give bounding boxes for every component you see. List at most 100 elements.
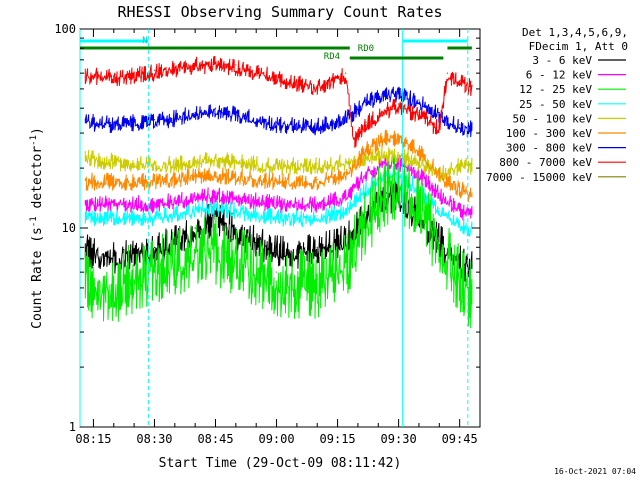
data-point bbox=[316, 179, 318, 181]
data-point bbox=[365, 171, 367, 174]
data-point bbox=[194, 227, 196, 229]
data-point bbox=[459, 163, 461, 165]
data-point bbox=[471, 84, 473, 87]
data-point bbox=[385, 151, 387, 153]
legend-label: 50 - 100 keV bbox=[513, 112, 593, 125]
data-point bbox=[471, 192, 473, 194]
data-point bbox=[275, 201, 278, 203]
data-point bbox=[235, 227, 237, 229]
x-tick-label: 08:45 bbox=[197, 432, 233, 446]
data-point bbox=[275, 246, 278, 248]
plot-layer: N RD4 RD0 bbox=[79, 29, 473, 427]
data-point bbox=[438, 112, 440, 114]
data-point bbox=[214, 204, 217, 206]
y-axis-label-sup1: -1 bbox=[29, 216, 39, 227]
data-point bbox=[235, 64, 237, 66]
data-point bbox=[153, 163, 156, 165]
data-point bbox=[84, 119, 86, 121]
data-point bbox=[235, 112, 237, 114]
data-point bbox=[153, 246, 156, 248]
data-point bbox=[385, 181, 387, 183]
data-point bbox=[113, 279, 115, 281]
data-point bbox=[418, 171, 420, 174]
data-point bbox=[471, 163, 473, 165]
legend-header-line1: Det 1,3,4,5,6,9, bbox=[522, 26, 628, 39]
data-point bbox=[459, 223, 461, 225]
data-point bbox=[235, 174, 237, 176]
data-point bbox=[113, 179, 115, 181]
data-point bbox=[365, 186, 367, 188]
data-point bbox=[84, 179, 86, 181]
data-point bbox=[235, 159, 237, 161]
legend-label: 300 - 800 keV bbox=[506, 142, 592, 155]
data-point bbox=[214, 157, 217, 159]
x-tick-label: 09:30 bbox=[381, 432, 417, 446]
data-point bbox=[385, 91, 387, 93]
data-point bbox=[194, 159, 196, 161]
data-point bbox=[438, 236, 440, 238]
data-point bbox=[194, 195, 196, 197]
data-point bbox=[353, 138, 355, 140]
series-100-300-kev bbox=[84, 129, 473, 203]
data-point bbox=[385, 171, 387, 174]
chart-title: RHESSI Observing Summary Count Rates bbox=[117, 3, 442, 21]
data-point bbox=[214, 192, 217, 194]
legend-header-line2: FDecim 1, Att 0 bbox=[529, 40, 628, 53]
x-tick-label: 09:45 bbox=[442, 432, 478, 446]
data-point bbox=[345, 72, 347, 74]
data-point bbox=[113, 159, 115, 161]
x-axis-label: Start Time (29-Oct-09 08:11:42) bbox=[159, 456, 402, 471]
data-point bbox=[459, 124, 461, 126]
series-800-7000-kev bbox=[84, 55, 473, 148]
data-point bbox=[418, 112, 420, 114]
y-axis-label: Count Rate (s-1 detector-1) bbox=[29, 127, 45, 329]
data-point bbox=[84, 271, 86, 273]
timestamp: 16-Oct-2021 07:04 bbox=[554, 467, 636, 476]
y-axis-label-part2: detector bbox=[30, 146, 45, 217]
data-point bbox=[275, 271, 278, 273]
data-point bbox=[194, 112, 196, 114]
data-point bbox=[194, 246, 196, 248]
data-point bbox=[235, 195, 237, 197]
data-point bbox=[235, 208, 237, 210]
data-point bbox=[345, 171, 347, 174]
data-point bbox=[316, 124, 318, 126]
data-point bbox=[153, 201, 156, 203]
data-point bbox=[398, 135, 400, 137]
data-point bbox=[385, 135, 387, 137]
night-label: N bbox=[142, 36, 147, 46]
legend-label: 3 - 6 keV bbox=[532, 54, 592, 67]
data-point bbox=[345, 208, 347, 210]
data-point bbox=[153, 258, 156, 260]
legend: Det 1,3,4,5,6,9, FDecim 1, Att 0 3 - 6 k… bbox=[486, 26, 628, 184]
data-point bbox=[113, 75, 115, 77]
legend-label: 800 - 7000 keV bbox=[499, 156, 592, 169]
data-point bbox=[471, 287, 473, 289]
series-line bbox=[84, 55, 473, 148]
data-point bbox=[471, 264, 473, 266]
data-point bbox=[214, 241, 217, 243]
data-point bbox=[471, 211, 473, 213]
data-point bbox=[365, 211, 367, 213]
data-point bbox=[275, 121, 278, 123]
x-tick-label: 08:15 bbox=[75, 432, 111, 446]
data-point bbox=[438, 171, 440, 174]
data-point bbox=[471, 126, 473, 129]
data-point bbox=[365, 121, 367, 123]
data-point bbox=[418, 198, 420, 200]
data-point bbox=[214, 171, 217, 174]
data-point bbox=[275, 179, 278, 181]
x-tick-label: 09:15 bbox=[320, 432, 356, 446]
data-point bbox=[438, 126, 440, 129]
data-point bbox=[275, 75, 278, 77]
x-tick-label: 09:00 bbox=[258, 432, 294, 446]
data-point bbox=[275, 215, 278, 217]
axes-layer: 08:15 08:30 08:45 09:00 09:15 09:30 09:45 1 10 10… bbox=[54, 22, 481, 446]
data-point bbox=[194, 174, 196, 176]
data-point bbox=[84, 155, 86, 157]
data-point bbox=[113, 121, 115, 123]
series-line bbox=[84, 86, 473, 138]
data-point bbox=[345, 258, 347, 260]
data-point bbox=[316, 201, 318, 203]
